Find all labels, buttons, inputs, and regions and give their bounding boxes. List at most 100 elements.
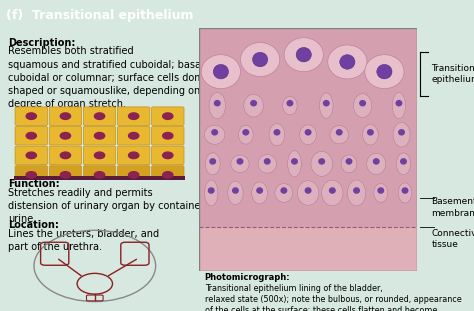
Circle shape (163, 132, 173, 139)
Circle shape (94, 113, 105, 119)
FancyBboxPatch shape (49, 107, 82, 125)
Ellipse shape (305, 187, 311, 194)
Ellipse shape (238, 125, 253, 144)
Ellipse shape (250, 100, 257, 106)
FancyBboxPatch shape (83, 166, 116, 184)
Ellipse shape (354, 94, 372, 118)
Ellipse shape (232, 187, 239, 194)
FancyBboxPatch shape (15, 107, 47, 125)
FancyBboxPatch shape (83, 127, 116, 145)
Circle shape (128, 172, 139, 178)
Ellipse shape (231, 155, 249, 173)
Bar (14, 176, 185, 180)
Ellipse shape (377, 64, 392, 79)
Ellipse shape (393, 123, 410, 147)
Text: (f)  Transitional epithelium: (f) Transitional epithelium (6, 9, 193, 22)
Ellipse shape (208, 187, 215, 194)
Ellipse shape (228, 181, 243, 205)
Ellipse shape (305, 129, 311, 136)
FancyBboxPatch shape (152, 146, 184, 165)
Ellipse shape (340, 55, 355, 69)
Ellipse shape (353, 187, 360, 194)
Ellipse shape (297, 181, 319, 205)
FancyBboxPatch shape (152, 127, 184, 145)
Text: Photomicrograph:: Photomicrograph: (205, 272, 290, 281)
Text: Location:: Location: (8, 220, 59, 230)
Circle shape (60, 132, 71, 139)
Text: Function:: Function: (8, 179, 60, 189)
Circle shape (60, 113, 71, 119)
Circle shape (128, 132, 139, 139)
Ellipse shape (288, 151, 301, 177)
Ellipse shape (400, 158, 407, 165)
FancyBboxPatch shape (118, 127, 150, 145)
Circle shape (60, 152, 71, 159)
FancyBboxPatch shape (118, 146, 150, 165)
FancyBboxPatch shape (49, 127, 82, 145)
Text: Transitional
epithelium: Transitional epithelium (431, 64, 474, 84)
FancyBboxPatch shape (83, 107, 116, 125)
Ellipse shape (336, 129, 343, 136)
Circle shape (163, 172, 173, 178)
Ellipse shape (311, 151, 332, 176)
Ellipse shape (201, 55, 240, 89)
Ellipse shape (204, 180, 218, 206)
Ellipse shape (365, 55, 404, 89)
Ellipse shape (244, 94, 264, 117)
Ellipse shape (398, 129, 405, 136)
Circle shape (94, 132, 105, 139)
Circle shape (26, 113, 36, 119)
Ellipse shape (204, 125, 225, 144)
Ellipse shape (296, 47, 311, 62)
Ellipse shape (392, 92, 406, 119)
FancyBboxPatch shape (152, 107, 184, 125)
Ellipse shape (273, 129, 281, 136)
Ellipse shape (281, 187, 287, 194)
Text: Stretches readily and permits
distension of urinary organ by contained
urine.: Stretches readily and permits distension… (8, 188, 207, 224)
Ellipse shape (373, 158, 380, 165)
FancyBboxPatch shape (49, 166, 82, 184)
Ellipse shape (291, 158, 298, 165)
Ellipse shape (264, 158, 271, 165)
Ellipse shape (258, 155, 276, 173)
Circle shape (94, 172, 105, 178)
Circle shape (163, 152, 173, 159)
Ellipse shape (237, 158, 244, 165)
Ellipse shape (300, 125, 317, 145)
Circle shape (26, 172, 36, 178)
Text: Lines the ureters, bladder, and
part of the urethra.: Lines the ureters, bladder, and part of … (8, 229, 159, 252)
FancyBboxPatch shape (15, 127, 47, 145)
Circle shape (163, 113, 173, 119)
Ellipse shape (214, 100, 221, 106)
Ellipse shape (396, 153, 410, 175)
Ellipse shape (252, 182, 267, 204)
Ellipse shape (209, 158, 216, 165)
Ellipse shape (275, 183, 293, 202)
FancyBboxPatch shape (118, 166, 150, 184)
Ellipse shape (213, 64, 228, 79)
Ellipse shape (330, 126, 348, 144)
Ellipse shape (318, 158, 325, 165)
Ellipse shape (347, 180, 366, 206)
Ellipse shape (341, 155, 357, 173)
Ellipse shape (286, 100, 293, 106)
Ellipse shape (322, 180, 343, 206)
Circle shape (60, 172, 71, 178)
Ellipse shape (367, 153, 386, 174)
Ellipse shape (256, 187, 263, 194)
Text: Transitional epithelium lining of the bladder,
relaxed state (500x); note the bu: Transitional epithelium lining of the bl… (205, 284, 461, 311)
FancyBboxPatch shape (15, 146, 47, 165)
Ellipse shape (269, 124, 285, 146)
Ellipse shape (284, 38, 323, 72)
Ellipse shape (346, 158, 353, 165)
Ellipse shape (363, 124, 378, 145)
Bar (199, 227, 417, 271)
FancyBboxPatch shape (49, 146, 82, 165)
FancyBboxPatch shape (83, 146, 116, 165)
Text: Resembles both stratified
squamous and stratified cuboidal; basal cells
cuboidal: Resembles both stratified squamous and s… (8, 46, 229, 109)
Ellipse shape (377, 187, 384, 194)
Ellipse shape (329, 187, 336, 194)
Ellipse shape (283, 96, 297, 115)
Ellipse shape (323, 100, 330, 106)
FancyBboxPatch shape (152, 166, 184, 184)
